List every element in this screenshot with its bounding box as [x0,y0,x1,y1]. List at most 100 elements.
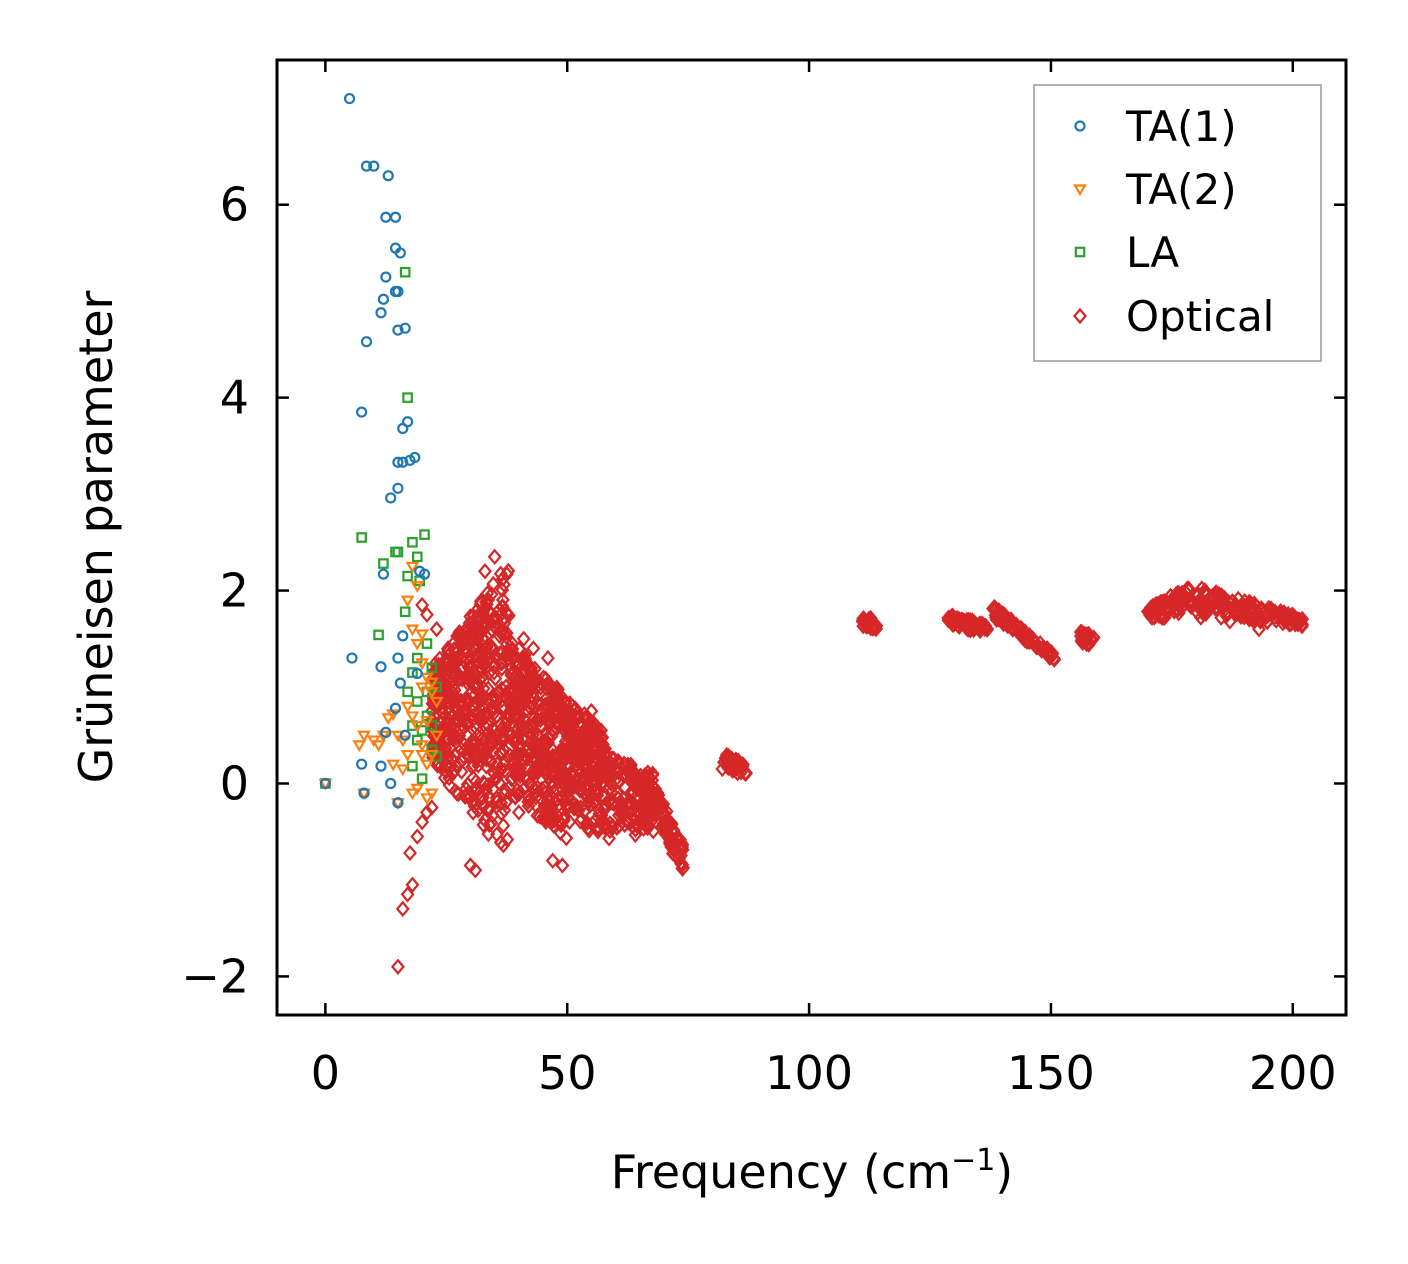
point-optical [648,790,662,807]
point-optical [523,776,538,793]
point-optical [492,627,507,645]
point-optical [545,779,560,796]
point-optical [442,776,457,794]
point-optical [467,676,482,694]
point-optical [395,900,410,918]
point-optical [572,731,587,748]
point-la [407,667,418,678]
point-optical [456,719,471,737]
legend-entry-optical: Optical [1073,292,1274,341]
point-optical [516,710,531,728]
point-optical [534,780,549,798]
point-optical [561,717,576,734]
point-optical [511,804,526,821]
point-optical [715,760,730,778]
point-optical [470,678,485,695]
point-optical [400,886,415,903]
point-optical [497,802,512,819]
point-ta2 [429,730,444,743]
point-optical [1148,599,1163,616]
point-la [373,629,384,641]
point-ta2 [386,759,401,772]
point-ta1 [380,271,392,283]
point-ta1 [385,492,397,504]
point-optical [462,740,477,758]
point-optical [559,829,574,847]
point-optical [617,816,632,834]
point-la [419,529,430,540]
point-optical [468,647,483,665]
y-tick-label: 6 [220,178,249,232]
point-ta1 [368,160,380,172]
point-optical [430,669,445,686]
point-la [356,532,367,543]
point-optical [481,825,496,843]
point-optical [520,760,535,777]
point-ta1 [404,454,416,466]
point-optical [494,660,509,677]
point-optical [648,805,663,823]
point-optical [544,812,559,829]
point-ta1 [380,726,392,738]
x-tick-label: 0 [311,1046,340,1100]
point-ta1 [356,406,368,418]
point-optical [433,758,448,775]
point-optical [629,816,644,834]
point-optical [626,783,641,801]
point-optical [405,876,420,893]
point-optical [952,611,966,628]
data-points-layer [318,92,1310,975]
point-ta2 [400,749,415,762]
point-ta2 [352,740,367,753]
point-ta1 [397,630,409,642]
point-optical [675,859,690,877]
point-optical [565,729,580,747]
point-la [421,638,433,649]
point-optical [1154,608,1169,625]
point-ta1 [343,92,356,105]
point-optical [569,798,584,815]
point-optical [623,803,638,821]
point-optical [493,834,508,851]
point-ta2 [357,730,371,743]
point-ta1 [377,568,390,580]
point-optical [1277,604,1291,621]
point-optical [455,670,470,688]
point-optical [1202,600,1217,617]
point-optical [453,650,468,667]
point-optical [499,604,514,621]
point-ta1 [375,307,387,319]
point-optical [621,756,635,773]
point-optical [513,684,528,702]
point-ta2 [420,716,434,728]
point-optical [444,725,459,743]
point-optical [460,691,475,708]
point-optical [603,758,618,775]
point-optical [540,789,555,806]
point-optical [1239,606,1254,623]
point-optical [484,586,499,603]
point-optical [415,596,430,614]
point-optical [574,762,589,780]
point-optical [415,813,430,831]
point-optical [490,684,505,701]
point-ta1 [392,482,404,494]
point-ta1 [394,677,406,689]
point-optical [442,675,457,693]
x-tick-label: 200 [1249,1046,1337,1100]
point-ta2 [420,793,434,806]
point-ta2 [410,783,425,796]
point-optical [456,748,471,765]
point-optical [590,787,605,804]
point-la [392,546,404,558]
point-optical [420,606,434,623]
point-ta1 [397,422,409,435]
point-optical [390,958,405,975]
point-optical [585,772,600,790]
point-optical [594,722,609,739]
point-optical [956,612,971,629]
point-ta1 [382,170,394,182]
point-optical [1035,639,1050,657]
point-optical [611,790,626,807]
